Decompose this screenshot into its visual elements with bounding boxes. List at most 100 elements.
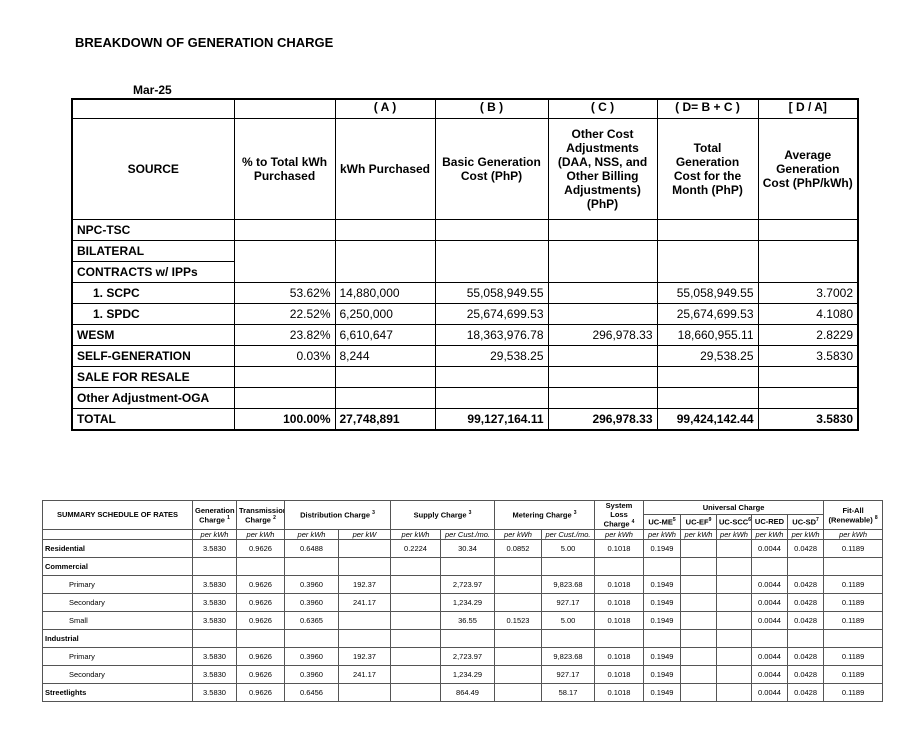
value-cell: 296,978.33 xyxy=(547,408,658,431)
rate-value: 0.0044 xyxy=(751,646,789,666)
unit-label: per kWh xyxy=(751,528,789,540)
uc-column-header: UC-ME5 xyxy=(643,514,682,530)
column-letter: [ D / A] xyxy=(757,98,859,119)
source-cell: 1. SPDC xyxy=(71,303,235,325)
rate-value xyxy=(787,628,825,648)
rate-value xyxy=(192,628,237,648)
value-cell: 29,538.25 xyxy=(656,345,759,367)
rate-value: 0.1523 xyxy=(494,610,543,630)
rate-value xyxy=(494,592,543,612)
value-cell: 0.03% xyxy=(233,345,336,367)
value-cell xyxy=(434,261,549,283)
column-letter: ( D= B + C ) xyxy=(656,98,759,119)
footnote-marker: 3 xyxy=(468,510,472,516)
value-cell xyxy=(233,387,336,409)
rate-value xyxy=(716,556,753,576)
generation-charge-table: ( A )( B )( C )( D= B + C )[ D / A] SOURC… xyxy=(71,98,859,431)
column-letter: ( C ) xyxy=(547,98,658,119)
value-cell: 29,538.25 xyxy=(434,345,549,367)
rate-value xyxy=(716,682,753,702)
column-letter: ( A ) xyxy=(334,98,436,119)
column-header: Basic Generation Cost (PhP) xyxy=(434,118,549,220)
rate-value xyxy=(680,538,718,558)
value-cell: 3.7002 xyxy=(757,282,859,304)
header-label: Supply Charge xyxy=(413,510,467,520)
value-cell: 27,748,891 xyxy=(334,408,436,431)
rates-table-title: SUMMARY SCHEDULE OF RATES xyxy=(42,500,193,530)
rate-value xyxy=(390,556,442,576)
value-cell xyxy=(656,261,759,283)
footnote-marker: 6 xyxy=(748,517,751,524)
uc-column-header: UC-SD7 xyxy=(787,514,825,530)
customer-class-label: Streetlights xyxy=(42,682,193,702)
value-cell: 18,660,955.11 xyxy=(656,324,759,346)
column-header: Average Generation Cost (PhP/kWh) xyxy=(757,118,859,220)
rate-value xyxy=(594,628,645,648)
rate-value xyxy=(594,556,645,576)
footnote-marker: 9 xyxy=(708,517,712,524)
metering-header: Metering Charge 3 xyxy=(494,500,596,530)
customer-class-label: Secondary xyxy=(42,592,193,612)
source-cell: WESM xyxy=(71,324,235,346)
value-cell xyxy=(233,240,336,262)
rate-value xyxy=(337,682,392,702)
rate-value: 0.3960 xyxy=(284,664,339,684)
unit-label: per kWh xyxy=(787,528,825,540)
rate-row: Commercial xyxy=(42,556,884,576)
unit-label: per kWh xyxy=(680,528,718,540)
rate-value xyxy=(494,664,543,684)
header-row: SOURCE% to Total kWh Purchased kWh Purcha… xyxy=(71,118,859,220)
rate-value: 3.5830 xyxy=(192,538,237,558)
value-cell: 6,250,000 xyxy=(334,303,436,325)
column-header: kWh Purchased xyxy=(334,118,436,220)
rate-value xyxy=(337,538,392,558)
rate-value: 0.1949 xyxy=(643,682,682,702)
rate-value xyxy=(440,556,496,576)
rate-value xyxy=(643,556,682,576)
rate-value: 0.1018 xyxy=(594,538,645,558)
source-cell: 1. SCPC xyxy=(71,282,235,304)
unit-label: per kWh xyxy=(643,528,682,540)
source-cell: SALE FOR RESALE xyxy=(71,366,235,388)
value-cell xyxy=(233,219,336,241)
rate-value: 0.0044 xyxy=(751,538,789,558)
rate-value: 0.1189 xyxy=(823,682,884,702)
rate-value: 0.1949 xyxy=(643,646,682,666)
rate-value xyxy=(716,592,753,612)
rate-value: 0.6488 xyxy=(284,538,339,558)
rate-value: 0.1189 xyxy=(823,538,884,558)
value-cell: 6,610,647 xyxy=(334,324,436,346)
summary-schedule-of-rates-table: SUMMARY SCHEDULE OF RATES Generation Char… xyxy=(42,499,884,702)
value-cell xyxy=(334,366,436,388)
rate-value xyxy=(494,628,543,648)
rate-value: 0.0428 xyxy=(787,574,825,594)
rate-row: Primary 3.5830 0.9626 0.3960 192.37 2,723.97 9… xyxy=(42,646,884,666)
column-header: % to Total kWh Purchased xyxy=(233,118,336,220)
rate-value xyxy=(716,664,753,684)
rate-value xyxy=(751,556,789,576)
uc-column-header: UC-EF9 xyxy=(680,514,718,530)
value-cell xyxy=(656,366,759,388)
units-row: per kWh per kWh per kWh per kW per kWh per Cu… xyxy=(42,528,884,540)
footnote-marker: 4 xyxy=(631,519,635,525)
rate-value: 241.17 xyxy=(337,664,392,684)
rate-value: 927.17 xyxy=(541,664,596,684)
rate-value xyxy=(823,628,884,648)
rate-value xyxy=(716,574,753,594)
header-label: System Loss Charge xyxy=(603,501,633,529)
header-label: UC-SCC xyxy=(719,517,749,527)
value-cell xyxy=(547,282,658,304)
rate-value: 0.1949 xyxy=(643,538,682,558)
table-row: NPC-TSC xyxy=(71,219,859,241)
footnote-marker: 3 xyxy=(573,510,577,516)
rate-value: 0.2224 xyxy=(390,538,442,558)
column-header: SOURCE xyxy=(71,118,235,220)
rate-value: 0.1189 xyxy=(823,664,884,684)
unit-label: per Cust./mo. xyxy=(440,528,496,540)
value-cell xyxy=(757,387,859,409)
header-label: Generation Charge xyxy=(195,505,235,525)
rate-value: 241.17 xyxy=(337,592,392,612)
value-cell xyxy=(547,345,658,367)
rate-value xyxy=(440,628,496,648)
value-cell: 99,424,142.44 xyxy=(656,408,759,431)
